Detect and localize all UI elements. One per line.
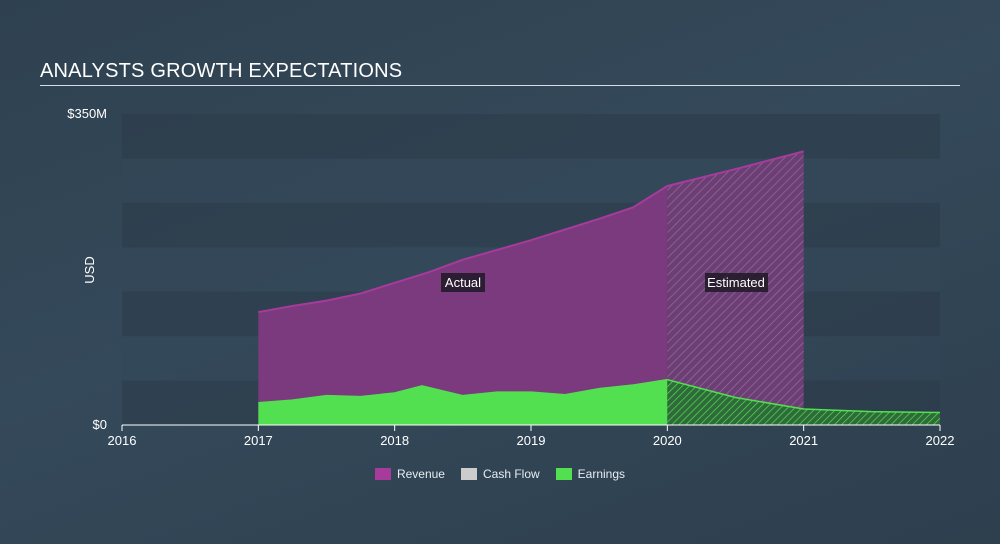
earnings-actual-area bbox=[258, 379, 668, 425]
x-tick-label: 2020 bbox=[653, 433, 682, 448]
chart-title: ANALYSTS GROWTH EXPECTATIONS bbox=[40, 60, 403, 82]
earnings-estimated-area bbox=[667, 379, 940, 425]
title-divider bbox=[40, 85, 960, 86]
y-tick-bottom: $0 bbox=[93, 417, 107, 432]
x-axis: 2016 2017 2018 2019 2020 2021 2022 bbox=[108, 424, 955, 448]
legend-swatch-cash-flow bbox=[460, 468, 477, 480]
revenue-line bbox=[258, 150, 804, 314]
grid-band bbox=[122, 114, 940, 159]
x-tick-label: 2019 bbox=[517, 433, 546, 448]
legend-item-earnings[interactable]: Earnings bbox=[555, 467, 626, 481]
legend-item-cash-flow[interactable]: Cash Flow bbox=[460, 467, 540, 481]
revenue-actual-area bbox=[258, 185, 668, 425]
legend-swatch-earnings bbox=[555, 468, 572, 480]
y-tick-top: $350M bbox=[67, 106, 107, 121]
x-tick-label: 2016 bbox=[108, 433, 137, 448]
earnings-line bbox=[258, 378, 941, 414]
legend: Revenue Cash Flow Earnings bbox=[0, 467, 1000, 481]
x-tick-label: 2021 bbox=[789, 433, 818, 448]
annotation-estimated: Estimated bbox=[705, 273, 768, 292]
x-tick-label: 2018 bbox=[380, 433, 409, 448]
annotation-actual: Actual bbox=[441, 273, 485, 292]
svg-text:Actual: Actual bbox=[445, 275, 481, 290]
svg-text:Estimated: Estimated bbox=[707, 275, 765, 290]
grid-band bbox=[122, 158, 940, 203]
legend-label-revenue: Revenue bbox=[396, 467, 445, 481]
legend-item-revenue[interactable]: Revenue bbox=[374, 467, 445, 481]
x-tick-label: 2022 bbox=[926, 433, 955, 448]
legend-swatch-revenue bbox=[374, 468, 391, 480]
legend-label-earnings: Earnings bbox=[577, 467, 626, 481]
x-tick-label: 2017 bbox=[244, 433, 273, 448]
y-axis-label: USD bbox=[82, 256, 97, 283]
legend-label-cash-flow: Cash Flow bbox=[482, 467, 540, 481]
